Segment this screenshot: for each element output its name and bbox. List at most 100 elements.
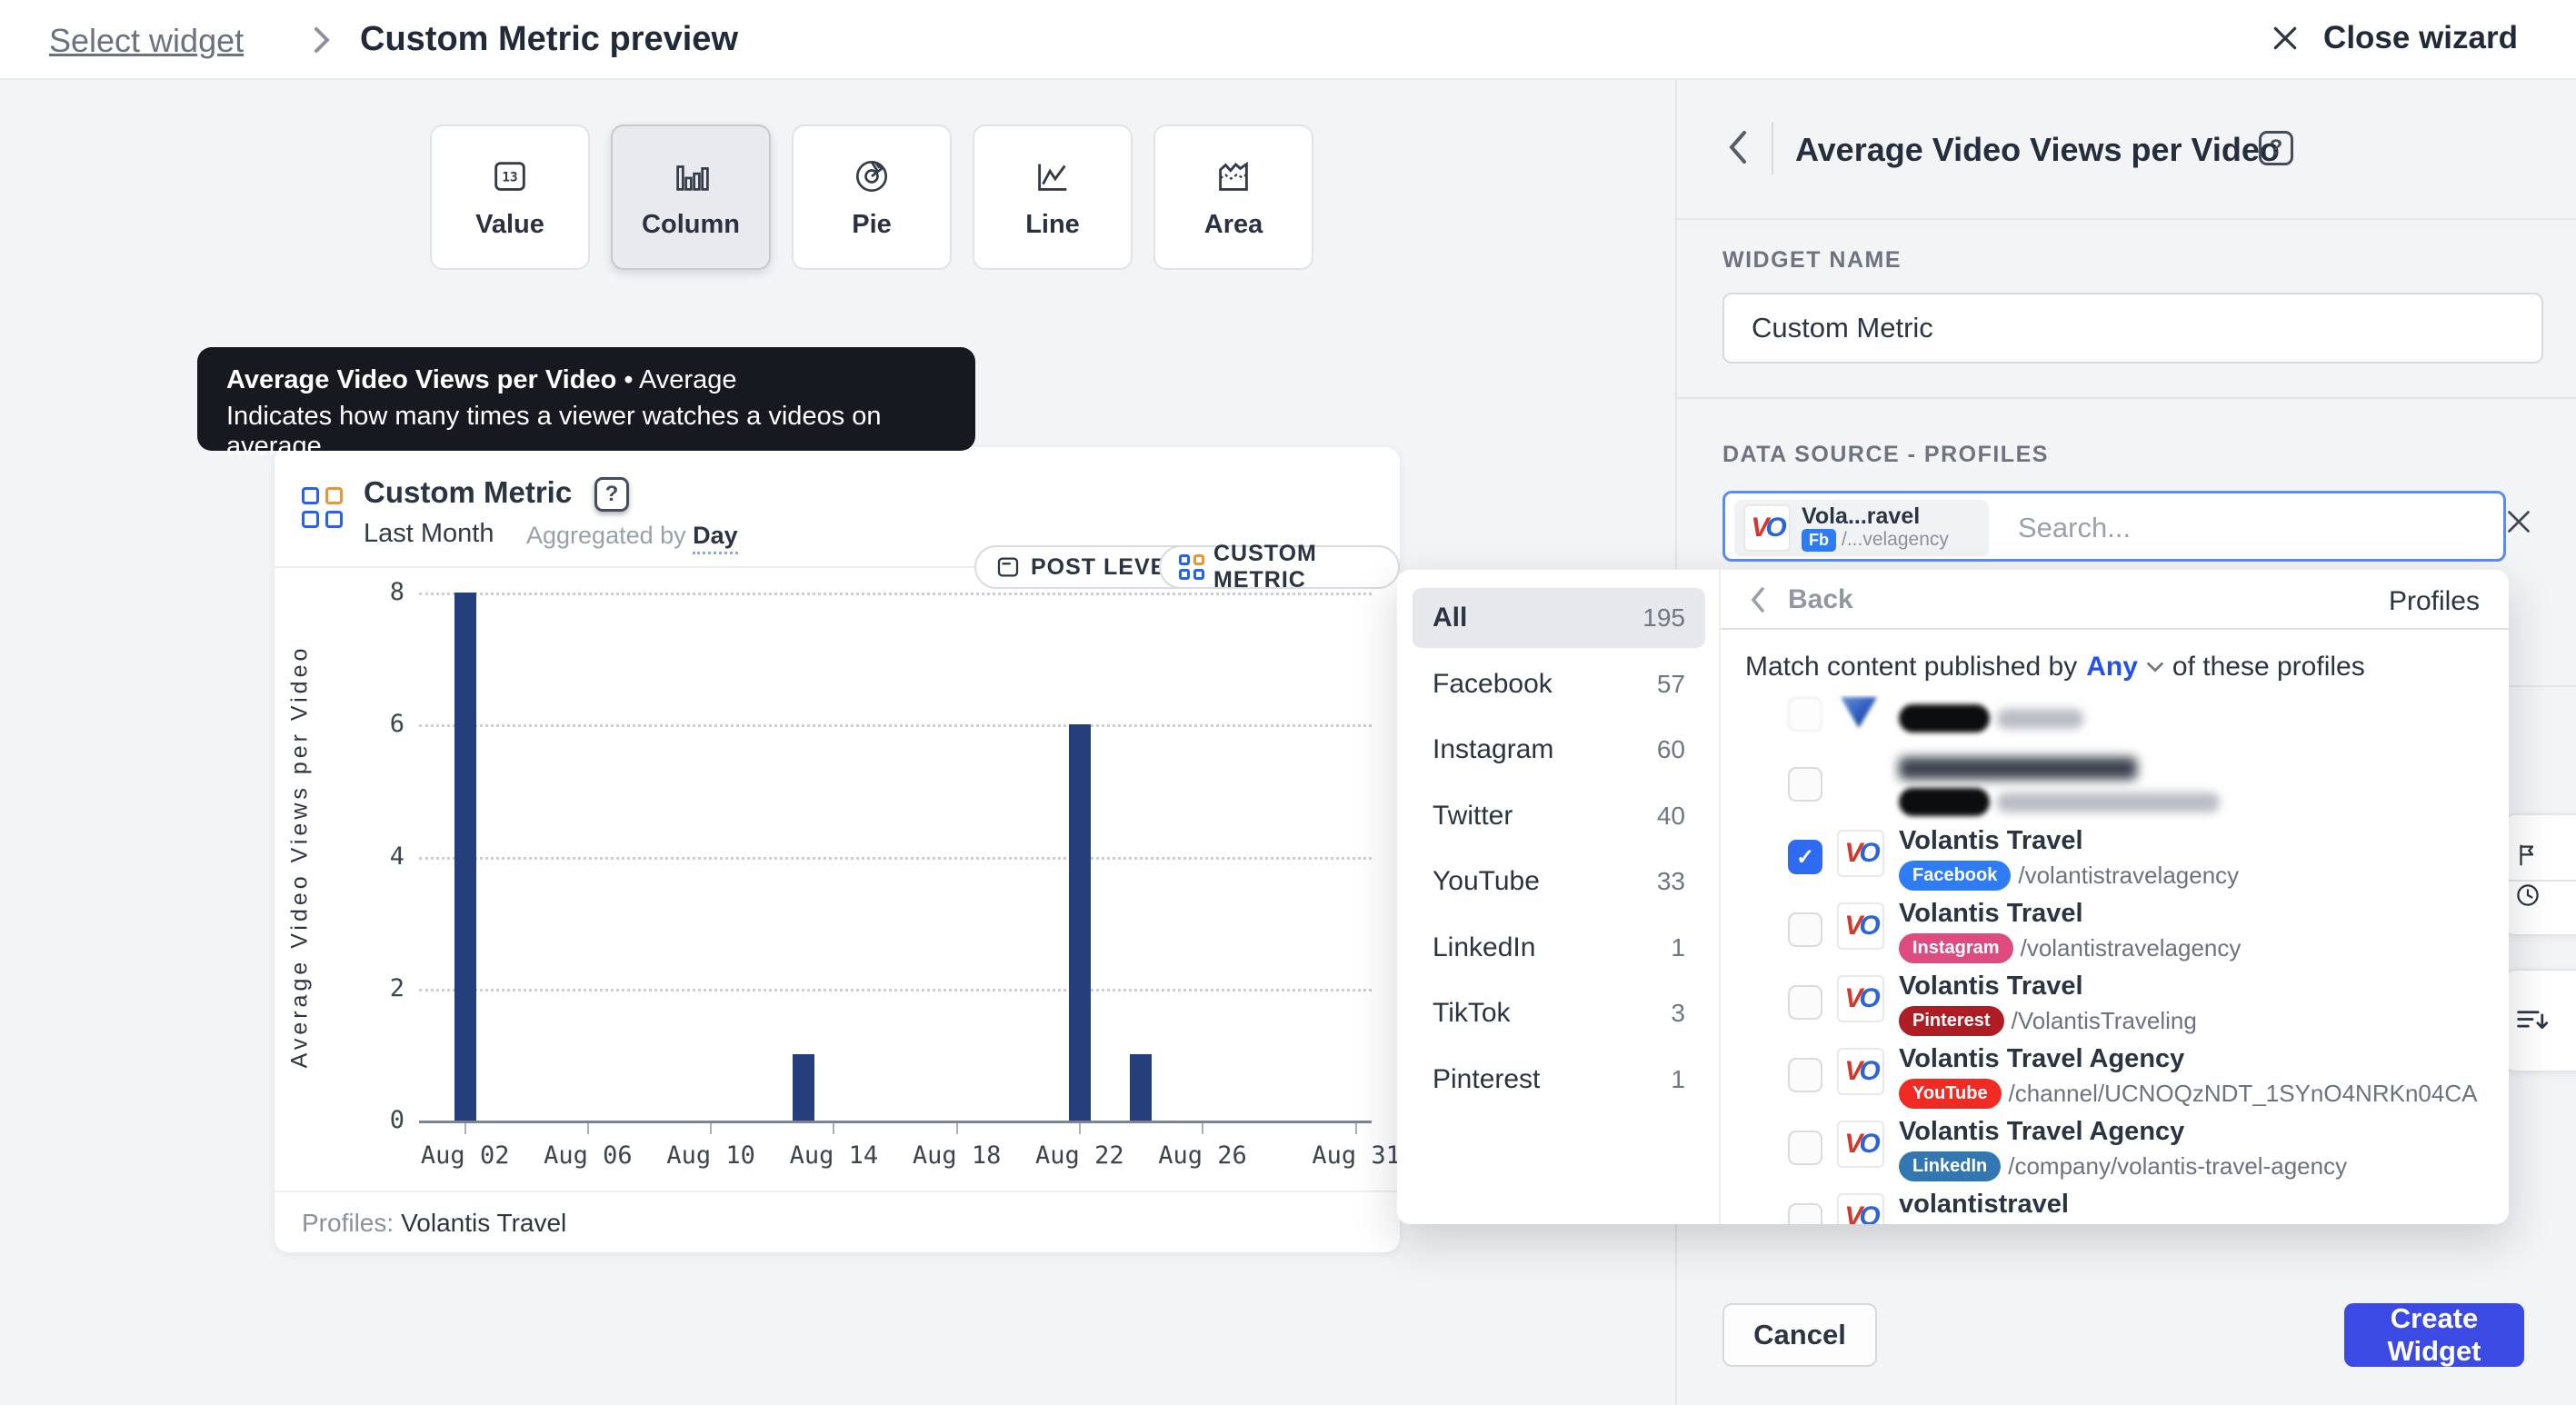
panel-back-button[interactable] <box>1724 127 1752 167</box>
network-badge-linkedin: LinkedIn <box>1899 1151 2002 1181</box>
profile-checkbox[interactable] <box>1788 767 1822 802</box>
widget-type-area[interactable]: Area <box>1153 125 1313 270</box>
network-filter-pinterest[interactable]: Pinterest 1 <box>1413 1050 1705 1110</box>
clear-search-icon[interactable] <box>2502 505 2535 538</box>
network-filter-all[interactable]: All 195 <box>1413 588 1705 648</box>
breadcrumb-back-link[interactable]: Select widget <box>49 22 245 59</box>
widget-name-input[interactable] <box>1722 293 2543 364</box>
flag-icon <box>2520 844 2534 865</box>
profile-row-redacted[interactable] <box>1721 695 2509 748</box>
widget-type-label: Area <box>1203 209 1263 239</box>
search-input[interactable]: Search... <box>2018 512 2132 543</box>
profile-name: Volantis Travel <box>1899 899 2083 928</box>
bar-chart-plot: Aug 02 Aug 06 Aug 10 Aug 14 Aug 18 Aug 22 Aug … <box>419 593 1401 1170</box>
tooltip-title: Average Video Views per Video <box>226 365 617 394</box>
widget-type-column[interactable]: Column <box>611 125 771 270</box>
profile-row[interactable]: ✓ V O Volantis Travel Facebook/volantistrave… <box>1721 821 2509 893</box>
chart-bar-Aug-02[interactable] <box>454 593 476 1121</box>
footer-profiles-value: Volantis Travel <box>401 1209 567 1237</box>
profile-handle: /company/volantis-travel-agency <box>2008 1152 2348 1180</box>
profile-row[interactable]: V O Volantis Travel Pinterest/VolantisTrave… <box>1721 966 2509 1039</box>
x-tick-mark <box>955 1123 958 1134</box>
network-filter-tiktok[interactable]: TikTok 3 <box>1413 983 1705 1043</box>
post-level-toggle[interactable]: POST LEVEL <box>974 545 1202 589</box>
x-axis-baseline <box>419 1121 1372 1123</box>
x-tick-label: Aug 31 <box>1312 1141 1401 1170</box>
widget-type-label: Line <box>1025 209 1080 239</box>
widget-type-label: Pie <box>852 209 892 239</box>
network-count: 1 <box>1671 1064 1685 1093</box>
network-filter-facebook[interactable]: Facebook 57 <box>1413 654 1705 714</box>
network-filter-twitter[interactable]: Twitter 40 <box>1413 786 1705 846</box>
network-label: YouTube <box>1433 866 1540 896</box>
profile-checkbox[interactable]: ✓ <box>1788 840 1822 874</box>
x-tick-label: Aug 14 <box>789 1141 879 1170</box>
network-label: Instagram <box>1433 734 1554 764</box>
page-title: Custom Metric preview <box>360 20 738 58</box>
help-icon[interactable]: ? <box>594 477 629 512</box>
x-tick-mark <box>1078 1123 1081 1134</box>
network-filter-youtube[interactable]: YouTube 33 <box>1413 852 1705 912</box>
network-filter-instagram[interactable]: Instagram 60 <box>1413 720 1705 780</box>
aggregation-value[interactable]: Day <box>693 522 738 554</box>
card-footer-divider <box>275 1191 1400 1192</box>
profile-row[interactable]: V O Volantis Travel Agency LinkedIn/company… <box>1721 1111 2509 1184</box>
custom-metric-toggle[interactable]: CUSTOM METRIC <box>1159 541 1400 593</box>
widget-type-value[interactable]: 13 Value <box>430 125 590 270</box>
match-any-dropdown[interactable]: Any <box>2086 652 2138 682</box>
profile-row[interactable]: V O volantistravel <box>1721 1184 2509 1224</box>
chart-period: Last Month <box>364 519 494 548</box>
profile-avatar <box>1837 695 1881 733</box>
profile-row[interactable]: V O Volantis Travel Instagram/volantistrave… <box>1721 893 2509 966</box>
aggregation-label: Aggregated by Day <box>526 522 738 554</box>
custom-metric-icon <box>302 487 343 528</box>
chart-title: Custom Metric <box>364 475 573 509</box>
network-badge-instagram: Instagram <box>1899 933 2013 963</box>
profile-checkbox[interactable] <box>1788 1131 1822 1165</box>
panel-help-icon[interactable]: ? <box>2259 131 2293 165</box>
profile-meta: Facebook/volantistravelagency <box>1899 861 2239 891</box>
network-count: 3 <box>1671 999 1685 1027</box>
close-wizard-button[interactable]: Close wizard <box>2271 20 2518 56</box>
profile-checkbox[interactable] <box>1788 912 1822 947</box>
x-tick-mark <box>586 1123 589 1134</box>
post-icon <box>997 557 1019 577</box>
profile-checkbox[interactable] <box>1788 1058 1822 1092</box>
network-label: LinkedIn <box>1433 932 1536 962</box>
create-widget-button[interactable]: Create Widget <box>2344 1302 2524 1367</box>
background-toolbar-fragment[interactable] <box>2500 813 2576 936</box>
network-label: TikTok <box>1433 998 1511 1028</box>
square-blue <box>325 511 343 528</box>
profile-row[interactable]: V O Volantis Travel Agency YouTube/channel/… <box>1721 1039 2509 1111</box>
chart-bar-Aug-13[interactable] <box>792 1054 814 1121</box>
cancel-button[interactable]: Cancel <box>1722 1303 1877 1367</box>
redacted-meta <box>1899 704 2083 732</box>
popover-back-button[interactable]: Back <box>1748 584 1853 615</box>
chart-bar-Aug-22[interactable] <box>1068 724 1091 1121</box>
area-chart-icon <box>1213 155 1254 197</box>
widget-type-line[interactable]: Line <box>973 125 1133 270</box>
chevron-left-icon <box>1751 587 1764 613</box>
profile-checkbox[interactable] <box>1788 985 1822 1020</box>
profile-row-redacted[interactable] <box>1721 748 2509 821</box>
widget-type-pie[interactable]: Pie <box>792 125 952 270</box>
chart-bar-Aug-24[interactable] <box>1130 1054 1153 1121</box>
network-filter-linkedin[interactable]: LinkedIn 1 <box>1413 918 1705 978</box>
x-tick-label: Aug 02 <box>420 1141 510 1170</box>
profile-checkbox[interactable] <box>1788 697 1822 732</box>
square-orange <box>325 487 343 504</box>
profile-checkbox[interactable] <box>1788 1203 1822 1224</box>
background-sort-fragment[interactable] <box>2500 969 2576 1072</box>
profile-meta: Pinterest/VolantisTraveling <box>1899 1006 2197 1036</box>
network-badge-pinterest: Pinterest <box>1899 1006 2004 1036</box>
popover-header-label: Profiles <box>2388 586 2480 616</box>
tooltip-separator: • <box>624 365 634 394</box>
popover-header-divider <box>1721 628 2509 630</box>
